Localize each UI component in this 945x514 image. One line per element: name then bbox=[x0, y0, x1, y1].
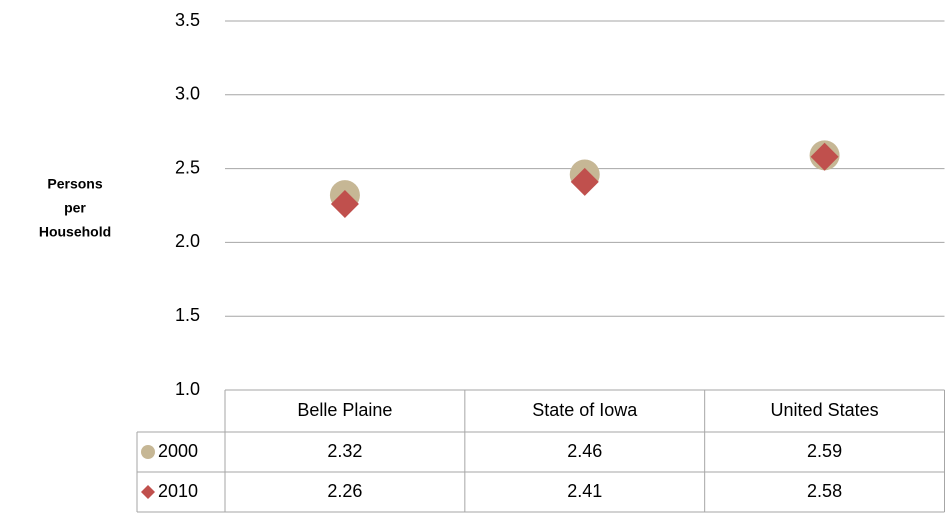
y-tick-label: 3.0 bbox=[175, 84, 200, 104]
table-value: 2.41 bbox=[567, 481, 602, 501]
y-tick-label: 2.0 bbox=[175, 231, 200, 251]
table-value: 2.26 bbox=[327, 481, 362, 501]
y-axis-label: Household bbox=[39, 224, 111, 240]
table-value: 2.32 bbox=[327, 441, 362, 461]
table-value: 2.58 bbox=[807, 481, 842, 501]
x-tick-label: State of Iowa bbox=[532, 400, 638, 420]
table-value: 2.59 bbox=[807, 441, 842, 461]
y-tick-label: 3.5 bbox=[175, 10, 200, 30]
table-value: 2.46 bbox=[567, 441, 602, 461]
y-axis-label: per bbox=[64, 200, 86, 216]
legend-marker bbox=[141, 445, 155, 459]
y-tick-label: 1.0 bbox=[175, 379, 200, 399]
y-tick-label: 2.5 bbox=[175, 157, 200, 177]
x-tick-label: Belle Plaine bbox=[297, 400, 392, 420]
legend-marker bbox=[141, 485, 155, 499]
legend-label: 2010 bbox=[158, 481, 198, 501]
y-axis-label: Persons bbox=[47, 176, 102, 192]
y-tick-label: 1.5 bbox=[175, 305, 200, 325]
chart: Persons per Household 1.0 1.5 2.0 2.5 3.0 3.5… bbox=[0, 0, 945, 514]
x-tick-label: United States bbox=[771, 400, 879, 420]
legend-label: 2000 bbox=[158, 441, 198, 461]
